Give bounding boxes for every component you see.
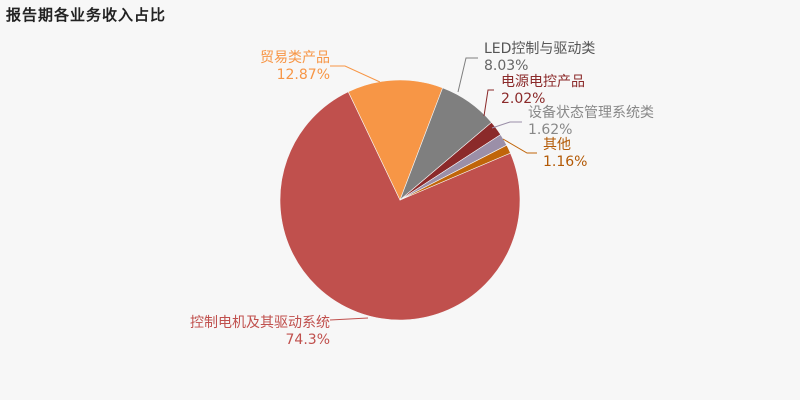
leader-line [329,317,369,321]
leader-line [457,57,478,93]
pie-slice [279,91,521,321]
slice-label-name: 控制电机及其驱动系统 [190,315,330,331]
leader-line [483,89,494,117]
slice-label-name: 贸易类产品 [260,50,330,66]
leader-line [491,121,522,129]
pie-slice [399,144,511,201]
slice-label-name: LED控制与驱动类 [484,41,595,57]
slice-label-name: 设备状态管理系统类 [528,104,654,121]
slice-label-value: 2.02% [501,91,545,107]
chart-title: 报告期各业务收入占比 [6,6,167,24]
slice-label-value: 1.16% [543,154,587,170]
slice-label-value: 1.62% [528,122,572,138]
leader-line [330,65,381,83]
slice-label-value: 8.03% [484,58,528,74]
pie-slice [347,79,444,201]
slice-label-name: 其他 [543,137,571,153]
slice-label-name: 电源电控产品 [501,74,585,90]
slice-label-value: 12.87% [277,67,330,83]
slice-label-value: 74.3% [286,332,330,348]
leader-line [502,138,537,154]
